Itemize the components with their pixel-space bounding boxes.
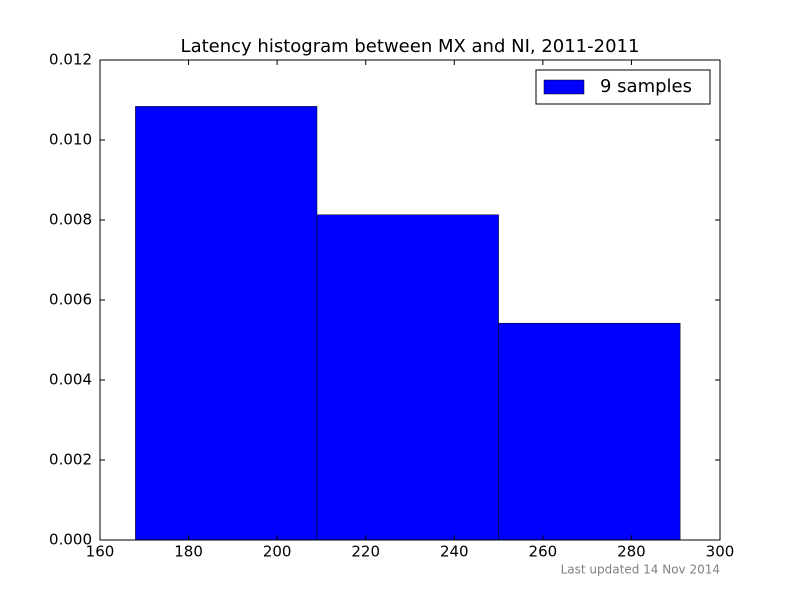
x-tick-label: 300 <box>706 543 735 561</box>
y-tick-label: 0.002 <box>49 451 92 469</box>
bar <box>316 214 499 541</box>
plot-frame <box>99 59 721 541</box>
footnote: Last updated 14 Nov 2014 <box>561 563 720 577</box>
x-tick-label: 160 <box>86 543 115 561</box>
y-tick-label: 0.008 <box>49 211 92 229</box>
chart-title: Latency histogram between MX and NI, 201… <box>181 36 640 57</box>
y-tick-label: 0.012 <box>49 51 92 69</box>
bar <box>135 106 318 541</box>
legend-label: 9 samples <box>600 76 692 97</box>
x-tick-label: 280 <box>617 543 646 561</box>
y-tick-label: 0.000 <box>49 531 92 549</box>
x-tick-label: 220 <box>351 543 380 561</box>
x-tick-label: 180 <box>174 543 203 561</box>
y-tick-label: 0.010 <box>49 131 92 149</box>
bar <box>498 322 681 541</box>
legend-swatch <box>543 79 585 95</box>
y-tick-label: 0.004 <box>49 371 92 389</box>
x-tick-label: 200 <box>263 543 292 561</box>
x-tick-label: 240 <box>440 543 469 561</box>
y-tick-label: 0.006 <box>49 291 92 309</box>
x-tick-label: 260 <box>529 543 558 561</box>
